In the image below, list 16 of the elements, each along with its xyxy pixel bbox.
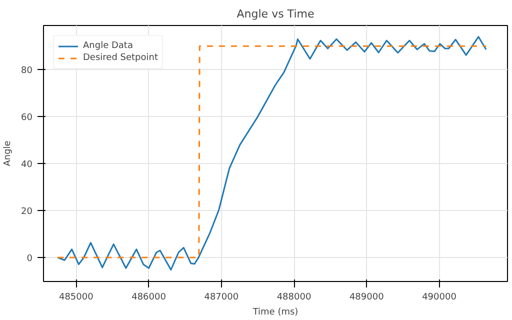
x-tick-label: 489000: [349, 292, 384, 302]
x-tick-label: 487000: [204, 292, 239, 302]
x-tick-label: 485000: [59, 292, 94, 302]
y-tick-label: 0: [26, 254, 33, 264]
chart-title: Angle vs Time: [236, 8, 314, 20]
legend-label: Desired Setpoint: [83, 52, 158, 64]
y-axis-title: Angle: [3, 140, 14, 166]
x-axis-title: Time (ms): [252, 308, 298, 318]
legend-label: Angle Data: [83, 40, 133, 52]
x-tick-label: 490000: [422, 292, 457, 302]
y-tick-label: 60: [21, 113, 33, 124]
y-tick-label: 40: [21, 160, 33, 170]
y-tick-label: 80: [21, 66, 33, 76]
x-tick-label: 486000: [132, 292, 166, 302]
x-tick-label: 488000: [276, 292, 312, 302]
y-tick-label: 20: [21, 207, 33, 218]
